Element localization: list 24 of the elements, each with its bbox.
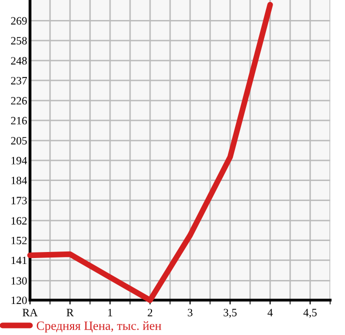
y-tick-label: 141 [12, 256, 27, 264]
x-tick-label: R [66, 308, 74, 316]
y-tick-label: 184 [12, 176, 28, 184]
y-tick-label: 248 [11, 57, 27, 65]
y-tick-label: 216 [11, 116, 27, 124]
legend-label: Средняя Цена, тыс. йен [36, 321, 162, 332]
y-tick-label: 194 [12, 156, 28, 164]
y-tick-label: 205 [11, 136, 27, 144]
y-tick-label: 162 [12, 217, 27, 225]
x-tick-label: 4 [268, 308, 273, 316]
x-tick-label: RA [22, 308, 38, 316]
x-tick-label: 3,5 [224, 308, 237, 318]
y-tick-label: 173 [12, 196, 27, 204]
y-tick-label: 120 [12, 296, 27, 304]
y-tick-label: 226 [11, 97, 27, 105]
x-tick-label: 1 [108, 308, 112, 316]
x-tick-label: 3 [188, 308, 192, 316]
x-tick-label: 4,5 [303, 308, 317, 318]
y-tick-label: 269 [11, 17, 27, 25]
y-tick-label: 258 [11, 36, 27, 44]
y-tick-label: 152 [12, 236, 27, 244]
y-tick-label: 130 [12, 277, 27, 285]
x-tick-label: 2 [148, 308, 152, 316]
y-tick-label: 237 [11, 76, 27, 84]
